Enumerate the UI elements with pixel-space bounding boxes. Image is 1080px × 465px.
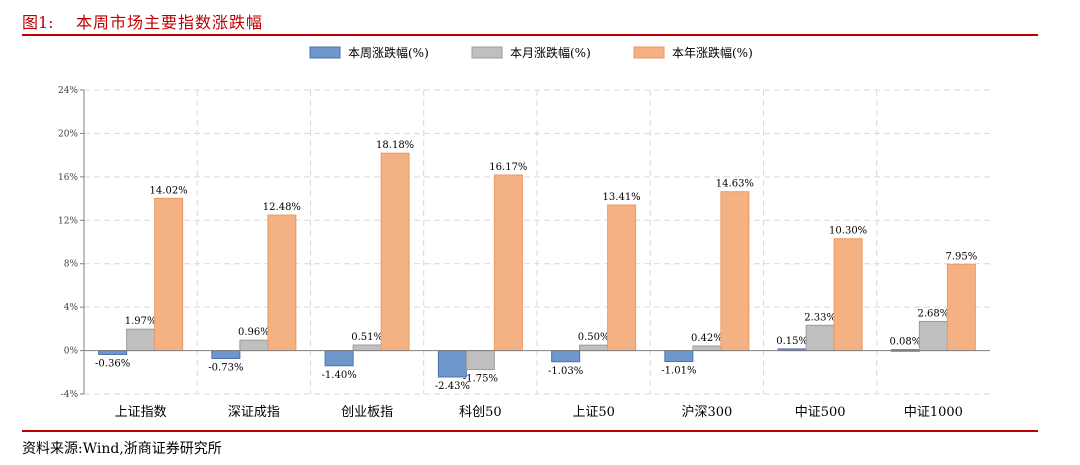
data-label: -1.03% — [548, 366, 583, 377]
bar-3 — [493, 174, 523, 352]
data-label: 14.02% — [150, 185, 188, 196]
bar-1 — [324, 350, 354, 367]
x-tick-label: 创业板指 — [341, 405, 393, 420]
x-tick-label: 中证1000 — [904, 405, 963, 420]
bar-2 — [918, 320, 948, 352]
data-label: -1.75% — [463, 374, 498, 385]
data-label: 0.42% — [691, 333, 723, 344]
bar-2 — [465, 350, 495, 371]
y-tick-label: 12% — [58, 216, 78, 226]
data-label: 0.50% — [578, 332, 610, 343]
data-label: 0.08% — [889, 337, 921, 348]
y-tick-label: 0% — [64, 347, 79, 357]
data-label: 1.97% — [125, 316, 157, 327]
legend-label: 本周涨跌幅(%) — [348, 45, 429, 60]
bar-2 — [805, 324, 835, 352]
x-tick-label: 科创50 — [459, 405, 502, 420]
x-tick-label: 中证500 — [795, 405, 846, 420]
data-label: 12.48% — [263, 202, 301, 213]
data-label: 0.96% — [238, 327, 270, 338]
data-label: 7.95% — [945, 251, 977, 262]
bar-2 — [239, 339, 269, 352]
data-label: 16.17% — [489, 162, 527, 173]
data-label: -1.40% — [322, 370, 357, 381]
bar-1 — [98, 350, 128, 355]
y-tick-label: 16% — [58, 173, 78, 183]
chart-container: -4% 0% 4% 8% 12% 16% 20% 24% -0.36% 1.97% 14.02% 上证… — [22, 38, 1038, 430]
source-note: 资料来源:Wind,浙商证券研究所 — [22, 441, 222, 457]
data-label: 2.68% — [917, 308, 949, 319]
bar-3 — [946, 263, 976, 352]
bar-1 — [551, 350, 581, 363]
data-label: 0.15% — [776, 336, 808, 347]
bar-2 — [579, 344, 609, 352]
bar-3 — [607, 204, 637, 352]
bar-3 — [833, 238, 863, 352]
bar-chart: -4% 0% 4% 8% 12% 16% 20% 24% -0.36% 1.97% 14.02% 上证… — [58, 45, 990, 420]
bar-2 — [126, 328, 156, 352]
figure-label: 图1: — [22, 13, 54, 32]
legend-swatch — [471, 46, 503, 59]
data-label: -0.36% — [95, 358, 130, 369]
bar-2 — [352, 344, 382, 352]
legend-label: 本月涨跌幅(%) — [510, 45, 591, 60]
bar-3 — [720, 191, 750, 352]
x-tick-label: 上证50 — [572, 405, 615, 420]
bar-3 — [154, 197, 184, 352]
y-tick-label: 4% — [64, 303, 79, 313]
bar-3 — [380, 152, 410, 352]
data-label: 13.41% — [603, 192, 641, 203]
figure-title-bar: 图1: 本周市场主要指数涨跌幅 — [22, 6, 1038, 36]
data-label: 0.51% — [351, 332, 383, 343]
legend-swatch — [309, 46, 341, 59]
bar-3 — [267, 214, 297, 352]
data-label: 14.63% — [716, 179, 754, 190]
legend-label: 本年涨跌幅(%) — [672, 45, 753, 60]
data-label: -2.43% — [435, 381, 470, 392]
data-label: -1.01% — [661, 366, 696, 377]
data-label: 2.33% — [804, 312, 836, 323]
data-label: -0.73% — [208, 362, 243, 373]
x-tick-label: 沪深300 — [681, 404, 732, 420]
source-bar: 资料来源:Wind,浙商证券研究所 — [22, 430, 1038, 462]
x-tick-label: 上证指数 — [115, 405, 167, 420]
legend-swatch — [633, 46, 665, 59]
bar-2 — [692, 345, 722, 352]
y-tick-label: -4% — [61, 390, 79, 400]
y-tick-label: 24% — [58, 86, 78, 96]
data-label: 10.30% — [829, 226, 867, 237]
y-tick-label: 20% — [58, 129, 78, 139]
figure-title: 本周市场主要指数涨跌幅 — [76, 13, 264, 32]
x-tick-label: 深证成指 — [228, 405, 280, 420]
data-label: 18.18% — [376, 140, 414, 151]
bar-1 — [437, 350, 467, 378]
y-tick-label: 8% — [64, 260, 79, 270]
bar-1 — [211, 350, 241, 359]
bar-1 — [664, 350, 694, 363]
